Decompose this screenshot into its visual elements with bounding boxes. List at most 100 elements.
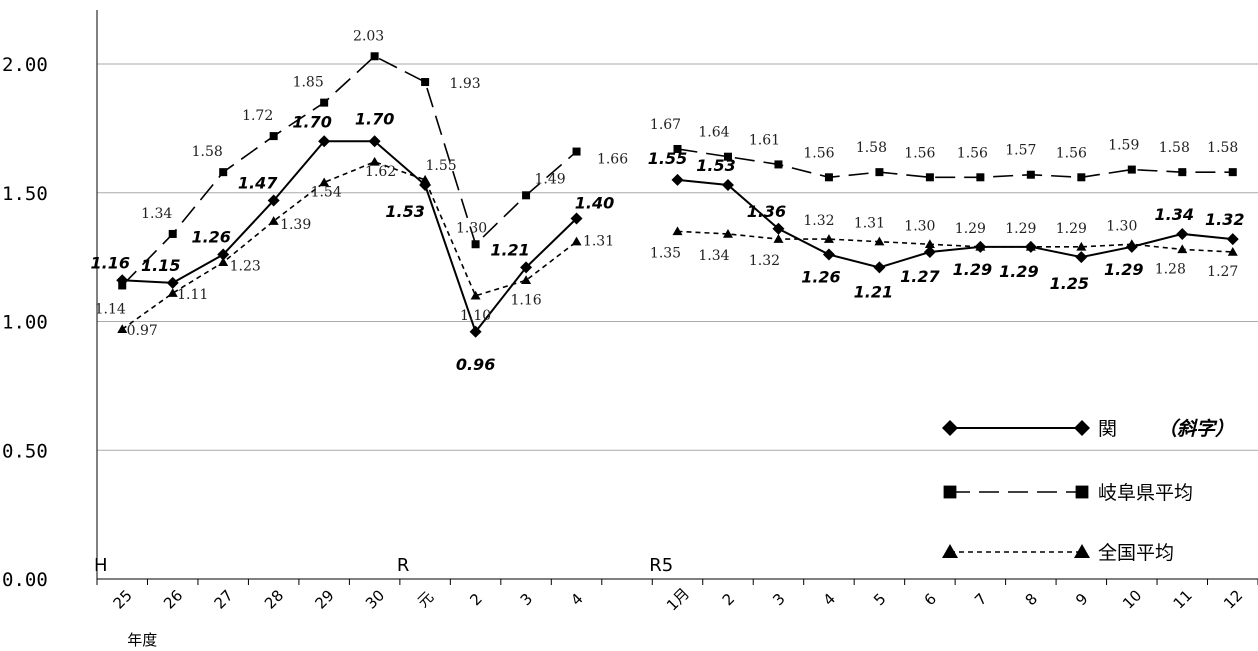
x-tick-label: 4: [820, 590, 839, 609]
data-label: 1.55: [426, 158, 457, 174]
x-tick-label: 12: [1220, 586, 1246, 612]
data-label: 1.25: [1050, 274, 1089, 293]
y-tick-label: 0.50: [2, 440, 48, 462]
data-label: 1.21: [854, 282, 893, 301]
square-marker: [1026, 170, 1035, 179]
diamond-marker: [1226, 233, 1239, 246]
x-tick-label: 30: [362, 586, 388, 612]
data-label: 1.32: [803, 213, 834, 229]
square-marker: [1077, 173, 1086, 182]
data-label: 1.53: [696, 156, 735, 175]
square-marker: [118, 281, 127, 290]
square-marker: [943, 485, 957, 499]
triangle-marker: [369, 156, 380, 166]
x-tick-label: 3: [517, 590, 536, 609]
series-markers: [116, 52, 1239, 338]
square-marker: [824, 173, 833, 182]
data-label: 1.56: [904, 145, 935, 161]
x-unit-label: 年度: [127, 631, 157, 649]
data-label: 1.36: [747, 202, 786, 221]
diamond-marker: [772, 222, 785, 235]
y-tick-label: 2.00: [2, 54, 48, 76]
x-tick-label: 2: [719, 590, 738, 609]
data-label: 1.58: [192, 144, 223, 160]
legend-note: （斜字）: [1158, 418, 1234, 440]
data-label: 0.97: [127, 323, 158, 339]
triangle-marker: [1126, 239, 1137, 248]
data-label: 1.58: [856, 140, 887, 156]
era-label: H: [94, 555, 108, 576]
era-label: R5: [649, 555, 673, 576]
data-label: 1.15: [141, 256, 180, 275]
diamond-marker: [318, 135, 331, 148]
x-tick-label: 10: [1119, 586, 1145, 612]
diamond-marker: [368, 135, 381, 148]
data-label: 1.29: [999, 262, 1038, 281]
x-tick-label: 9: [1072, 590, 1091, 609]
diamond-marker: [166, 276, 179, 289]
data-label: 1.14: [95, 301, 126, 317]
data-label: 1.55: [648, 149, 687, 168]
diamond-marker: [520, 261, 533, 274]
triangle-marker: [773, 234, 784, 243]
y-tick-label: 1.50: [2, 183, 48, 205]
triangle-marker: [1076, 241, 1087, 251]
square-marker: [1127, 165, 1136, 174]
triangle-marker: [571, 236, 582, 246]
triangle-marker: [167, 288, 178, 297]
square-marker: [269, 132, 278, 141]
diamond-marker: [822, 248, 835, 261]
series-line: [121, 55, 578, 287]
data-label: 1.66: [597, 152, 628, 168]
data-label: 1.23: [230, 258, 261, 274]
data-label: 1.34: [141, 206, 172, 222]
data-label: 1.56: [1056, 145, 1087, 161]
x-tick-label: 8: [1022, 590, 1041, 609]
diamond-marker: [942, 420, 958, 436]
data-label: 1.16: [510, 292, 541, 308]
series-line: [122, 140, 578, 334]
x-tick-label: 27: [211, 586, 237, 612]
triangle-marker: [924, 239, 935, 248]
series-line: [677, 230, 1233, 253]
data-label: 1.26: [191, 228, 230, 247]
data-label: 1.62: [365, 164, 396, 180]
x-tick-label: 6: [921, 590, 940, 609]
square-marker: [370, 52, 379, 61]
data-label: 1.59: [1108, 138, 1139, 154]
square-marker: [421, 78, 430, 87]
x-tick-label: 元: [414, 588, 437, 611]
square-marker: [875, 168, 884, 177]
triangle-marker: [117, 324, 128, 333]
data-label: 0.96: [456, 355, 495, 374]
data-label: 1.30: [904, 218, 935, 234]
data-label: 1.61: [749, 132, 780, 148]
diamond-marker: [217, 248, 230, 261]
data-label: 2.03: [353, 28, 384, 44]
diamond-marker: [267, 194, 280, 207]
series-line: [677, 148, 1233, 179]
data-label: 1.31: [854, 216, 885, 232]
data-label: 1.27: [900, 267, 940, 286]
x-tick-label: 5: [870, 590, 889, 609]
x-tick-label: 7: [971, 590, 990, 609]
triangle-marker: [874, 236, 885, 246]
triangle-marker: [1177, 244, 1188, 254]
data-label: 1.67: [650, 117, 681, 133]
x-tick-label: 11: [1170, 586, 1196, 612]
triangle-marker: [319, 177, 330, 187]
data-label: 1.31: [583, 234, 614, 250]
data-label: 1.93: [450, 76, 481, 92]
data-label: 1.56: [957, 145, 988, 161]
series-line: [121, 160, 578, 330]
triangle-marker: [1025, 241, 1036, 251]
square-marker: [320, 98, 329, 107]
diamond-marker: [671, 173, 684, 186]
triangle-marker: [672, 226, 683, 236]
grid-lines: [97, 63, 1258, 451]
triangle-marker: [470, 290, 481, 300]
square-marker: [673, 144, 682, 153]
data-label: 1.34: [698, 248, 729, 264]
diamond-marker: [570, 212, 583, 225]
